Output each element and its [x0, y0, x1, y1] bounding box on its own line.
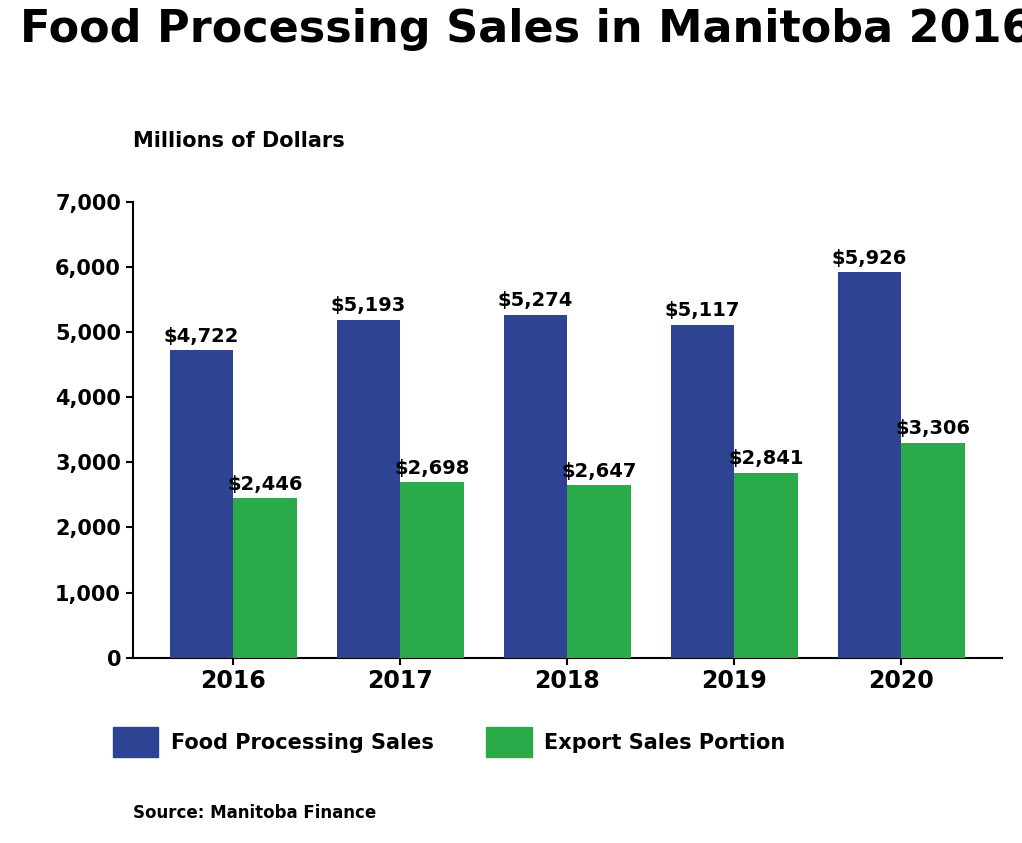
Text: $2,841: $2,841 [729, 449, 803, 468]
Bar [336, 319, 401, 658]
Bar [504, 314, 567, 658]
Bar [233, 498, 296, 658]
Text: $5,926: $5,926 [832, 249, 908, 267]
Text: $4,722: $4,722 [164, 327, 239, 346]
Bar [901, 443, 965, 658]
Text: $2,647: $2,647 [561, 462, 637, 481]
Text: Food Processing Sales in Manitoba 2016–2020: Food Processing Sales in Manitoba 2016–2… [20, 8, 1022, 51]
Text: $5,274: $5,274 [498, 291, 573, 310]
Text: $5,193: $5,193 [331, 296, 406, 315]
Bar [401, 482, 464, 658]
Bar [170, 351, 233, 658]
Text: Millions of Dollars: Millions of Dollars [133, 131, 344, 151]
Bar [734, 473, 798, 658]
Text: $5,117: $5,117 [665, 301, 740, 320]
Legend: Food Processing Sales, Export Sales Portion: Food Processing Sales, Export Sales Port… [112, 728, 786, 757]
Bar [567, 486, 631, 658]
Text: $3,306: $3,306 [895, 419, 971, 438]
Text: $2,446: $2,446 [227, 475, 303, 494]
Text: Source: Manitoba Finance: Source: Manitoba Finance [133, 804, 376, 822]
Bar [838, 272, 901, 658]
Text: $2,698: $2,698 [394, 459, 469, 477]
Bar [670, 325, 734, 658]
